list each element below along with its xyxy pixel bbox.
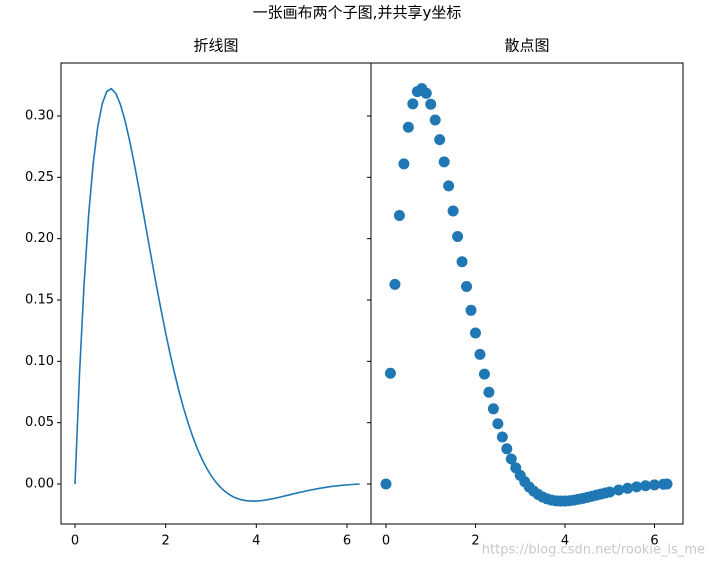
y-tick-label: 0.00 bbox=[25, 477, 54, 492]
point bbox=[380, 478, 392, 490]
point bbox=[398, 158, 410, 170]
y-tick-label: 0.10 bbox=[25, 354, 54, 369]
point bbox=[402, 121, 414, 133]
x-tick-label: 0 bbox=[382, 534, 390, 549]
point bbox=[648, 479, 660, 491]
watermark: https://blog.csdn.net/rookie_is_me bbox=[482, 543, 705, 558]
point bbox=[492, 418, 504, 430]
point bbox=[483, 386, 495, 398]
y-tick-label: 0.05 bbox=[25, 415, 54, 430]
axes-title: 散点图 bbox=[504, 37, 549, 55]
point bbox=[407, 98, 419, 110]
point bbox=[631, 481, 643, 493]
y-tick-label: 0.25 bbox=[25, 170, 54, 185]
point bbox=[465, 304, 477, 316]
point bbox=[384, 367, 396, 379]
point bbox=[613, 484, 625, 496]
y-tick-label: 0.15 bbox=[25, 293, 54, 308]
point bbox=[443, 180, 455, 192]
y-tick-label: 0.30 bbox=[25, 108, 54, 123]
point bbox=[438, 156, 450, 168]
x-tick-label: 4 bbox=[561, 534, 569, 549]
point bbox=[604, 486, 616, 498]
point bbox=[456, 256, 468, 268]
point bbox=[478, 368, 490, 380]
x-tick-label: 4 bbox=[252, 534, 260, 549]
point bbox=[425, 98, 437, 110]
axes-frame bbox=[370, 62, 684, 525]
x-tick-label: 2 bbox=[162, 534, 170, 549]
axes-title: 折线图 bbox=[193, 37, 238, 55]
point bbox=[389, 278, 401, 290]
point bbox=[487, 403, 499, 415]
y-tick-label: 0.20 bbox=[25, 231, 54, 246]
point bbox=[452, 230, 464, 242]
point bbox=[501, 443, 513, 455]
point bbox=[640, 480, 652, 492]
point bbox=[429, 114, 441, 126]
point bbox=[461, 281, 473, 293]
point bbox=[434, 134, 446, 146]
x-tick-label: 6 bbox=[343, 534, 351, 549]
point bbox=[661, 478, 673, 490]
point bbox=[447, 205, 459, 217]
x-tick-label: 6 bbox=[650, 534, 658, 549]
x-tick-label: 2 bbox=[471, 534, 479, 549]
point bbox=[469, 327, 481, 339]
point bbox=[622, 482, 634, 494]
point bbox=[393, 209, 405, 221]
point bbox=[505, 453, 517, 465]
figure-title: 一张画布两个子图,并共享y坐标 bbox=[253, 4, 462, 22]
point bbox=[420, 87, 432, 99]
line bbox=[74, 87, 360, 502]
x-tick-label: 0 bbox=[71, 534, 79, 549]
point bbox=[496, 431, 508, 443]
point bbox=[474, 348, 486, 360]
